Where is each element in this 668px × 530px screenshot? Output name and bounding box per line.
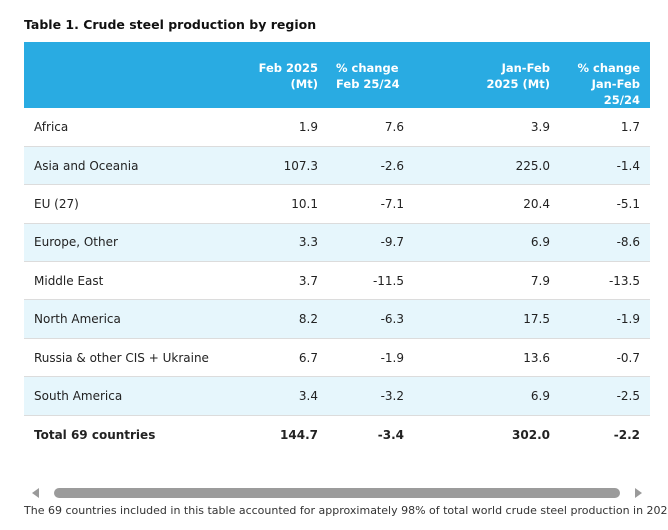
header-feb-change: % change Feb 25/24 <box>328 42 414 108</box>
cell-total-jan-feb-change: -2.2 <box>613 427 640 442</box>
cell-jan-feb-change: -8.6 <box>560 223 650 263</box>
cell-feb: 1.9 <box>220 108 328 147</box>
cell-feb-change: -9.7 <box>328 223 414 263</box>
cell-region: South America <box>24 376 220 416</box>
cell-region: EU (27) <box>24 184 220 224</box>
table-caption: Table 1. Crude steel production by regio… <box>24 17 317 32</box>
table-footnote: The 69 countries included in this table … <box>24 504 668 517</box>
header-feb-change-line1: % change <box>336 61 399 75</box>
header-jan-feb-change: % change Jan-Feb 25/24 <box>560 42 650 108</box>
cell-jan-feb: 20.4 <box>414 184 560 224</box>
cell-total-jan-feb: 302.0 <box>512 427 550 442</box>
cell-region: Africa <box>24 108 220 147</box>
table-row: EU (27) 10.1 -7.1 20.4 -5.1 <box>24 184 650 224</box>
cell-total-label: Total 69 countries <box>34 427 156 442</box>
cell-feb-change: -1.9 <box>328 338 414 378</box>
scroll-right-arrow-icon[interactable] <box>635 488 642 498</box>
header-region <box>24 42 220 108</box>
cell-jan-feb-change: -1.4 <box>560 146 650 186</box>
table-row: Asia and Oceania 107.3 -2.6 225.0 -1.4 <box>24 146 650 186</box>
header-feb-change-line2: Feb 25/24 <box>336 77 400 91</box>
cell-jan-feb: 6.9 <box>414 223 560 263</box>
total-row: Total 69 countries 144.7 -3.4 302.0 -2.2 <box>24 415 650 453</box>
cell-feb-change: 7.6 <box>328 108 414 147</box>
cell-jan-feb-change: 1.7 <box>560 108 650 147</box>
table-row: South America 3.4 -3.2 6.9 -2.5 <box>24 376 650 416</box>
table-row: North America 8.2 -6.3 17.5 -1.9 <box>24 299 650 339</box>
cell-feb: 8.2 <box>220 299 328 339</box>
cell-feb: 6.7 <box>220 338 328 378</box>
cell-feb: 107.3 <box>220 146 328 186</box>
cell-feb: 3.3 <box>220 223 328 263</box>
cell-feb-change: -6.3 <box>328 299 414 339</box>
cell-total-feb: 144.7 <box>280 427 318 442</box>
cell-feb-change: -3.2 <box>328 376 414 416</box>
cell-region: North America <box>24 299 220 339</box>
cell-feb-change: -2.6 <box>328 146 414 186</box>
scroll-left-arrow-icon[interactable] <box>32 488 39 498</box>
scrollbar-thumb[interactable] <box>54 488 620 498</box>
cell-jan-feb: 225.0 <box>414 146 560 186</box>
cell-region: Russia & other CIS + Ukraine <box>24 338 220 378</box>
cell-region: Europe, Other <box>24 223 220 263</box>
cell-feb: 10.1 <box>220 184 328 224</box>
cell-jan-feb-change: -1.9 <box>560 299 650 339</box>
cell-total-feb-change: -3.4 <box>377 427 404 442</box>
cell-feb-change: -11.5 <box>328 261 414 301</box>
cell-jan-feb: 13.6 <box>414 338 560 378</box>
header-jan-feb-change-line1: % change <box>577 61 640 75</box>
cell-jan-feb: 7.9 <box>414 261 560 301</box>
table-row: Russia & other CIS + Ukraine 6.7 -1.9 13… <box>24 338 650 378</box>
cell-jan-feb-change: -0.7 <box>560 338 650 378</box>
header-jan-feb-line2: 2025 (Mt) <box>486 77 550 91</box>
header-row: Feb 2025 (Mt) % change Feb 25/24 Jan-Feb… <box>24 42 650 108</box>
horizontal-scrollbar[interactable] <box>24 486 650 500</box>
cell-jan-feb: 17.5 <box>414 299 560 339</box>
table-row: Europe, Other 3.3 -9.7 6.9 -8.6 <box>24 223 650 263</box>
cell-feb: 3.7 <box>220 261 328 301</box>
header-feb-line2: (Mt) <box>290 77 318 91</box>
table-container: Feb 2025 (Mt) % change Feb 25/24 Jan-Feb… <box>24 42 650 454</box>
table-row: Middle East 3.7 -11.5 7.9 -13.5 <box>24 261 650 301</box>
header-jan-feb-line1: Jan-Feb <box>501 61 550 75</box>
cell-jan-feb: 3.9 <box>414 108 560 147</box>
header-jan-feb-change-line2: Jan-Feb <box>591 77 640 91</box>
header-feb-2025: Feb 2025 (Mt) <box>220 42 328 108</box>
cell-jan-feb-change: -5.1 <box>560 184 650 224</box>
cell-feb-change: -7.1 <box>328 184 414 224</box>
cell-region: Asia and Oceania <box>24 146 220 186</box>
header-jan-feb-change-line3: 25/24 <box>603 93 640 107</box>
steel-production-table: Feb 2025 (Mt) % change Feb 25/24 Jan-Feb… <box>24 42 650 454</box>
cell-jan-feb-change: -13.5 <box>560 261 650 301</box>
cell-feb: 3.4 <box>220 376 328 416</box>
table-row: Africa 1.9 7.6 3.9 1.7 <box>24 108 650 147</box>
cell-region: Middle East <box>24 261 220 301</box>
cell-jan-feb: 6.9 <box>414 376 560 416</box>
header-feb-line1: Feb 2025 <box>258 61 318 75</box>
header-jan-feb: Jan-Feb 2025 (Mt) <box>414 42 560 108</box>
cell-jan-feb-change: -2.5 <box>560 376 650 416</box>
